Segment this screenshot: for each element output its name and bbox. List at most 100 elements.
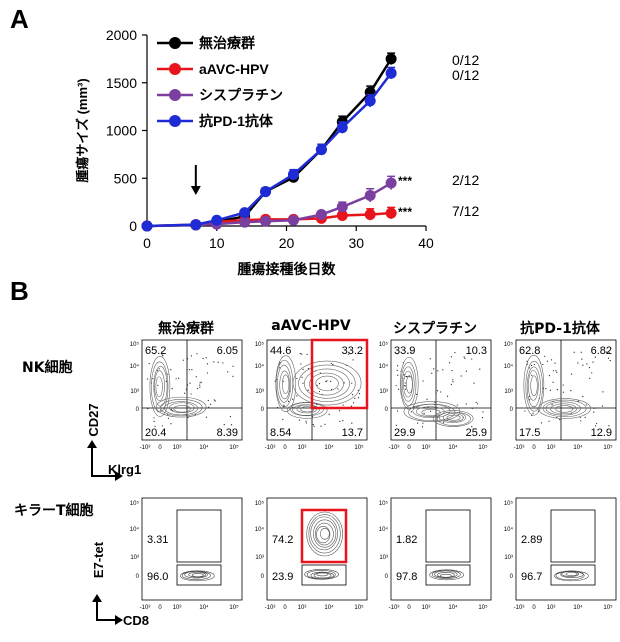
event-dot [450,356,452,358]
quadrant-ul-value: 33.9 [394,345,415,357]
nk-x-tick-label: 0 [532,445,536,451]
density-contour [316,572,329,577]
event-dot [465,403,467,405]
gate-upper-value: 1.82 [396,534,417,546]
event-dot [188,369,190,371]
quadrant-ur-value: 10.3 [466,345,487,357]
event-dot [319,372,321,374]
nk-y-tick-label: 10³ [504,389,513,395]
event-dot [440,391,442,393]
event-dot [544,355,546,357]
panel-a-letter: A [10,4,29,34]
density-contour [530,375,538,397]
tumor-growth-chart: 0 500 1000 1500 2000 0 10 20 30 40 腫瘍接種後日数 腫瘍サイズ (m… [75,27,479,277]
event-dot [191,369,193,371]
nk-x-tick-label: 0 [158,445,162,451]
event-dot [556,371,558,373]
data-point [190,219,202,231]
event-dot [276,407,279,409]
event-dot [450,383,452,385]
quadrant-ur-value: 6.05 [217,345,238,357]
event-dot [153,417,155,419]
density-contour [180,570,215,582]
density-contour [310,571,334,580]
tet-negative-gate [301,564,347,586]
event-dot [548,374,551,377]
event-dot [442,422,445,424]
highlight-gate-box [310,338,369,410]
legend-swatch-dot [169,115,181,127]
y-tick-label: 0 [129,218,137,234]
event-dot [449,362,451,364]
event-dot [435,392,437,394]
data-point [385,177,397,189]
density-contour [154,370,165,402]
data-point [336,201,348,213]
t-plot-1: 74.2 23.9 10⁵ 10⁴ 10³ 0 -10³ 0 10³ 10⁴ 10⁵ [255,497,368,611]
event-dot [318,383,321,385]
event-dot [596,422,598,425]
event-dot [330,362,332,365]
y-tick-label: 2000 [106,27,137,43]
t-x-tick-label: 10⁴ [324,604,334,611]
nk-x-tick-label: 10⁵ [229,444,239,451]
event-dot [531,374,533,376]
t-y-tick-label: 10³ [130,555,139,561]
tet-negative-gate [550,564,596,586]
nk-y-tick-label: 10³ [255,389,264,395]
nk-x-tick-label: 10³ [547,445,556,451]
density-contour [308,514,341,554]
event-dot [442,369,444,371]
y-axis-title: 腫瘍サイズ (mm³) [75,78,90,182]
event-dot [190,355,193,357]
density-contour [560,570,584,578]
event-dot [210,403,212,405]
event-dot [562,384,564,386]
event-dot [608,425,610,427]
data-point [364,95,376,107]
density-contour [316,526,331,544]
t-y-tick-label: 10⁵ [130,500,140,507]
event-dot [542,363,544,366]
event-dot [202,357,204,360]
event-dot [162,355,164,357]
event-dot [460,375,462,377]
density-contour [173,405,191,413]
t-x-tick-label: 0 [532,605,536,611]
t-y-tick-label: 10³ [255,555,264,561]
event-dot [552,370,555,372]
event-dot [463,356,465,358]
event-dot [206,363,209,365]
event-dot [313,425,315,427]
event-dot [405,388,407,390]
event-dot [429,410,432,412]
t-plot-frame [515,497,617,601]
event-dot [532,412,534,414]
density-contour [151,361,169,413]
event-dot [579,416,581,419]
x-tick-label: 20 [279,235,295,251]
nk-y-tick-label: 0 [136,407,140,413]
t-y-tick-label: 10³ [504,555,513,561]
event-dot [167,373,169,375]
event-dot [586,363,588,365]
event-dot [161,354,163,356]
t-y-axis-label: E7-tet [91,541,106,578]
event-dot [545,388,547,390]
event-dot [573,351,575,353]
density-contour [406,375,413,394]
event-dot [422,422,424,424]
density-contour [304,569,339,580]
event-dot [452,381,454,383]
event-dot [156,369,158,371]
t-x-tick-label: 10⁴ [573,604,583,611]
event-dot [398,388,400,390]
event-dot [577,400,579,402]
event-dot [316,384,318,386]
t-y-tick-label: 10⁵ [504,500,514,507]
gate-upper-value: 74.2 [272,534,293,546]
event-dot [408,376,410,378]
density-contour [153,365,168,407]
t-y-arrowhead [92,594,102,602]
legend-label: aAVC-HPV [199,61,269,77]
